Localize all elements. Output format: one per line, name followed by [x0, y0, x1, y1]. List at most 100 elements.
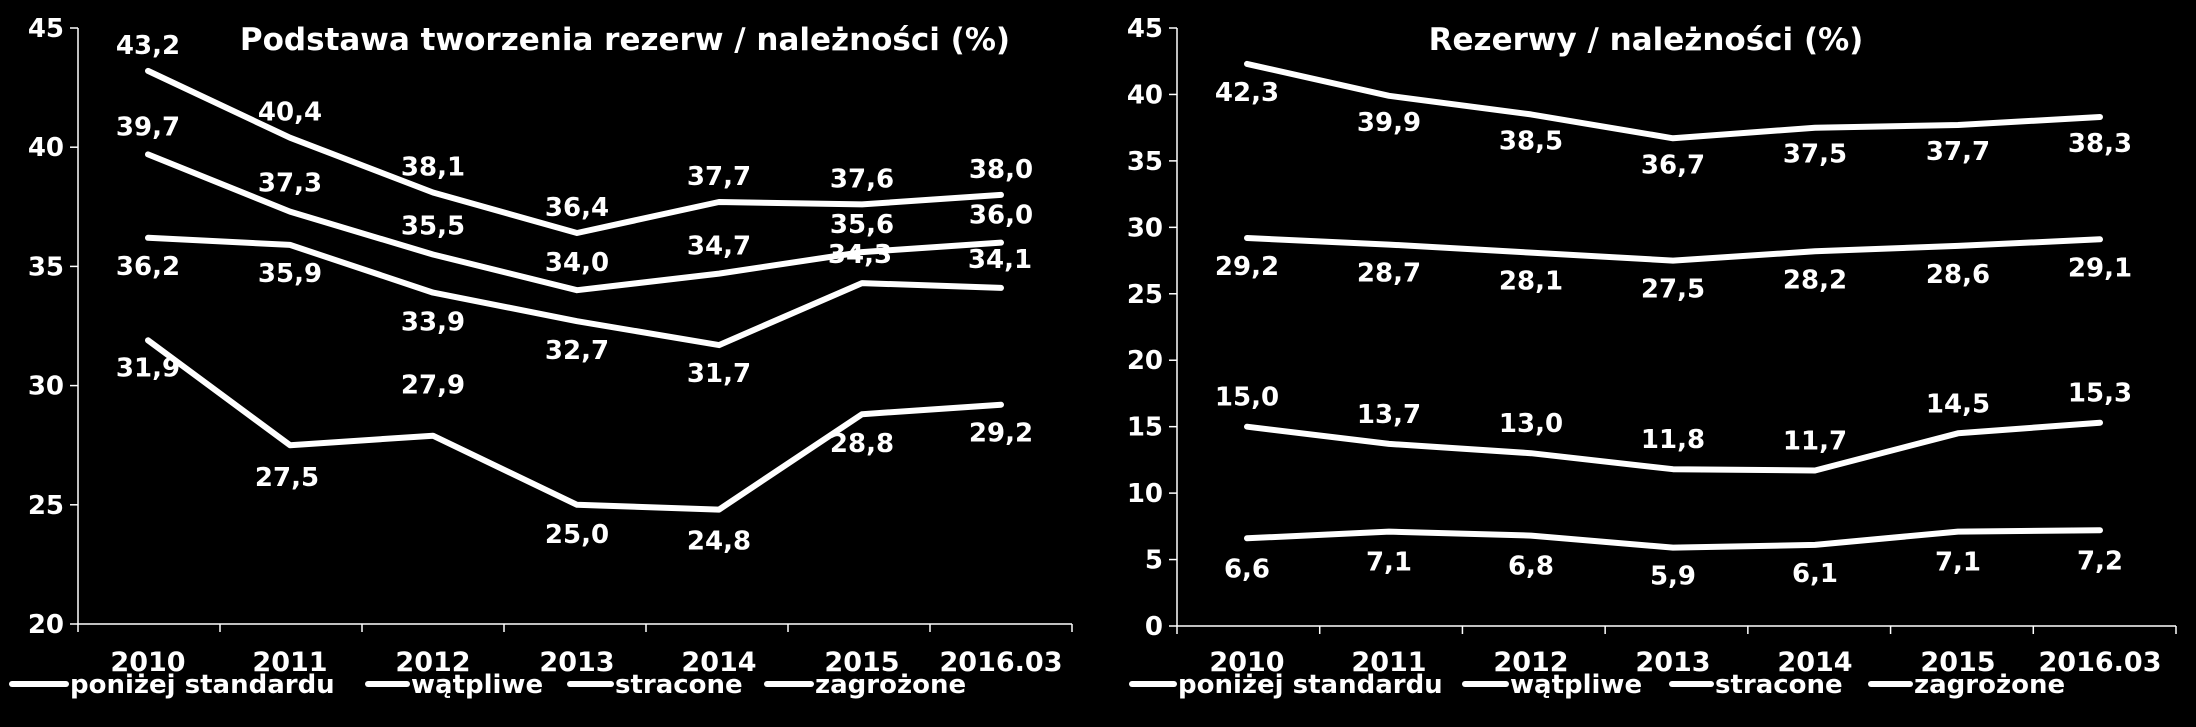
- data-label: 6,6: [1224, 554, 1270, 584]
- data-label: 35,9: [258, 259, 322, 289]
- x-category-label: 2011: [252, 647, 327, 678]
- data-label: 27,5: [255, 463, 319, 493]
- series-line-3: [1244, 60, 2103, 142]
- x-category-label: 2016.03: [2039, 647, 2162, 678]
- x-category-label: 2012: [1493, 647, 1568, 678]
- data-label: 28,6: [1926, 260, 1990, 290]
- x-category-label: 2014: [681, 647, 756, 678]
- data-label: 36,7: [1641, 150, 1705, 180]
- data-label: 38,0: [969, 155, 1033, 185]
- data-label: 31,7: [687, 359, 751, 389]
- data-label: 36,4: [545, 193, 609, 223]
- data-label: 37,3: [258, 169, 322, 199]
- y-tick-label: 40: [1127, 80, 1163, 110]
- data-label: 37,7: [687, 162, 751, 192]
- data-label: 43,2: [116, 31, 180, 61]
- data-label: 6,1: [1792, 559, 1838, 589]
- legend-label: wątpliwe: [1510, 670, 1642, 700]
- x-category-label: 2013: [539, 647, 614, 678]
- y-tick-label: 45: [28, 14, 64, 44]
- data-label: 29,2: [1215, 252, 1279, 282]
- data-label: 34,1: [968, 245, 1032, 275]
- chart-title: Rezerwy / należności (%): [1429, 22, 1864, 58]
- data-label: 11,7: [1783, 427, 1847, 457]
- chart-1: 20 25 30 35 40 45 2010 2011 2012 2013 2014 2015 2016…: [9, 14, 1073, 700]
- data-label: 27,9: [401, 371, 465, 401]
- data-label: 34,7: [687, 232, 751, 262]
- legend-label: stracone: [615, 670, 743, 700]
- x-category-label: 2015: [824, 647, 899, 678]
- x-category-label: 2011: [1351, 647, 1426, 678]
- data-label: 33,9: [401, 308, 465, 338]
- y-tick-label: 0: [1145, 612, 1163, 642]
- data-label: 31,9: [116, 353, 180, 383]
- data-label: 14,5: [1926, 389, 1990, 419]
- data-label: 37,6: [830, 164, 894, 194]
- chart-2: 0 5 10 15 20 25 30 35 40 45 2010 2011 2012 2013 2014 20…: [1127, 14, 2177, 700]
- data-label: 6,8: [1508, 552, 1554, 582]
- data-label: 36,0: [969, 201, 1033, 231]
- y-tick-label: 45: [1127, 14, 1163, 44]
- series-line-4: [1244, 235, 2103, 264]
- data-label: 29,2: [969, 419, 1033, 449]
- data-label: 11,8: [1641, 425, 1705, 455]
- y-tick-label: 10: [1127, 479, 1163, 509]
- data-label: 39,7: [116, 112, 180, 142]
- y-tick-label: 40: [28, 133, 64, 163]
- data-label: 42,3: [1215, 78, 1279, 108]
- y-tick-label: 15: [1127, 413, 1163, 443]
- data-label: 15,3: [2068, 379, 2132, 409]
- data-label: 7,1: [1366, 548, 1412, 578]
- y-tick-label: 25: [28, 491, 64, 521]
- y-tick-label: 30: [1127, 213, 1163, 243]
- series-line-4: [145, 151, 1004, 294]
- x-category-label: 2014: [1777, 647, 1852, 678]
- legend-label: zagrożone: [815, 670, 966, 700]
- data-label: 38,3: [2068, 129, 2132, 159]
- data-label: 28,8: [830, 429, 894, 459]
- series-line-1: [1244, 527, 2103, 551]
- y-tick-label: 20: [28, 610, 64, 640]
- x-category-label: 2010: [1209, 647, 1284, 678]
- data-label: 29,1: [2068, 253, 2132, 283]
- data-label: 7,1: [1935, 548, 1981, 578]
- data-label: 13,0: [1499, 409, 1563, 439]
- data-label: 39,9: [1357, 108, 1421, 138]
- x-category-label: 2012: [395, 647, 470, 678]
- legend-label: poniżej standardu: [1178, 670, 1443, 700]
- y-tick-label: 35: [28, 252, 64, 282]
- series-line-2: [145, 337, 1004, 513]
- data-label: 28,1: [1499, 267, 1563, 297]
- data-label: 24,8: [687, 527, 751, 557]
- legend-label: wątpliwe: [411, 670, 543, 700]
- data-label: 15,0: [1215, 383, 1279, 413]
- y-tick-label: 5: [1145, 546, 1163, 576]
- data-label: 37,7: [1926, 137, 1990, 167]
- series-line-3: [145, 67, 1004, 236]
- data-label: 35,6: [830, 210, 894, 240]
- data-label: 25,0: [545, 520, 609, 550]
- data-label: 5,9: [1650, 562, 1696, 592]
- data-label: 37,5: [1783, 140, 1847, 170]
- data-label: 7,2: [2077, 546, 2123, 576]
- data-label: 34,0: [545, 248, 609, 278]
- x-category-label: 2010: [110, 647, 185, 678]
- chart-title: Podstawa tworzenia rezerw / należności (…: [240, 22, 1010, 58]
- data-label: 28,7: [1357, 259, 1421, 289]
- legend-label: zagrożone: [1914, 670, 2065, 700]
- data-label: 40,4: [258, 98, 322, 128]
- data-label: 28,2: [1783, 265, 1847, 295]
- y-tick-label: 20: [1127, 346, 1163, 376]
- data-label: 32,7: [545, 336, 609, 366]
- y-tick-label: 35: [1127, 147, 1163, 177]
- data-label: 38,1: [401, 152, 465, 182]
- data-label: 13,7: [1357, 400, 1421, 430]
- data-label: 38,5: [1499, 126, 1563, 156]
- y-tick-label: 30: [28, 372, 64, 402]
- legend-label: poniżej standardu: [70, 670, 335, 700]
- data-label: 34,3: [828, 240, 892, 270]
- y-tick-label: 25: [1127, 280, 1163, 310]
- x-category-label: 2013: [1635, 647, 1710, 678]
